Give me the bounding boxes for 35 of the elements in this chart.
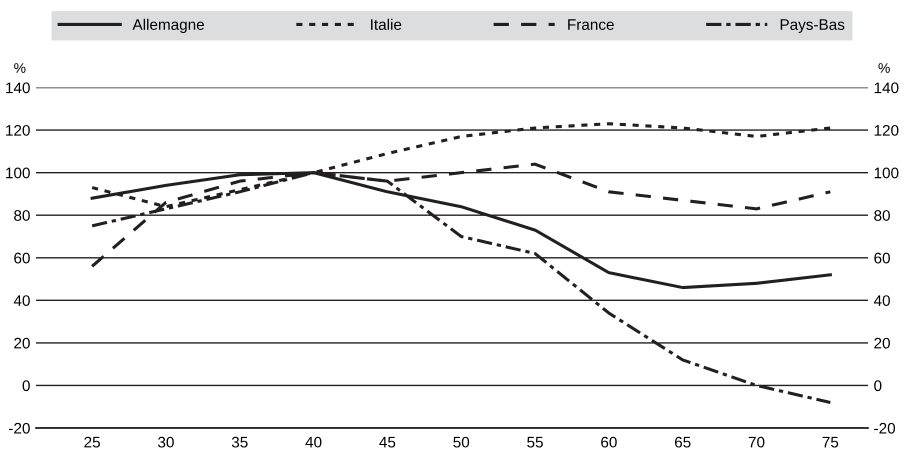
y2-tick-label: 20 (874, 338, 890, 349)
y-tick-label: 120 (6, 124, 30, 136)
x-tick-label: 45 (379, 436, 396, 448)
legend-label: France (568, 19, 614, 30)
x-tick-label: 75 (822, 436, 838, 448)
legend-label: Allemagne (132, 18, 204, 33)
x-tick-label: 30 (158, 436, 174, 448)
y2-axis-title: % (878, 63, 890, 73)
y-tick-label: 100 (6, 168, 30, 178)
y-tick-label: 40 (14, 295, 30, 306)
y-axis-title: % (14, 63, 26, 73)
y2-tick-label: 60 (874, 252, 890, 264)
y2-tick-label: 0 (874, 380, 882, 392)
x-tick-label: 50 (453, 436, 470, 448)
x-tick-label: 25 (84, 436, 100, 448)
legend-label: Pays-Bas (780, 19, 844, 33)
x-tick-label: 70 (748, 436, 764, 448)
y2-tick-label: 120 (874, 124, 898, 136)
x-tick-label: 65 (674, 436, 691, 448)
y2-tick-label: 80 (874, 210, 890, 221)
y-tick-label: 60 (14, 252, 30, 264)
y-tick-label: -20 (9, 422, 30, 434)
legend-label: Italie (371, 18, 402, 30)
y-tick-label: 20 (14, 338, 30, 349)
x-tick-label: 60 (601, 436, 617, 448)
y2-tick-label: 140 (874, 82, 898, 94)
x-tick-label: 40 (305, 436, 322, 448)
y2-tick-label: 100 (874, 168, 898, 178)
y-tick-label: 80 (14, 210, 30, 221)
y2-tick-label: 40 (874, 295, 890, 306)
y-tick-label: 0 (22, 380, 30, 392)
x-tick-label: 55 (527, 436, 543, 448)
y-tick-label: 140 (6, 82, 30, 94)
x-tick-label: 35 (232, 436, 248, 448)
y2-tick-label: -20 (874, 422, 896, 434)
